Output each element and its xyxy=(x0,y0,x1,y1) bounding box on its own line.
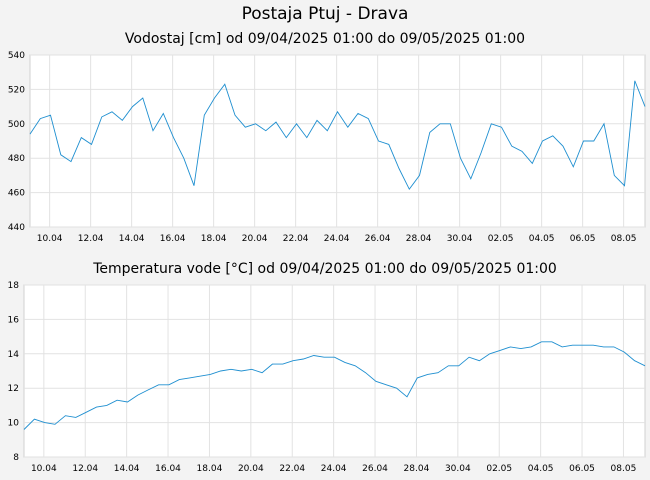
series-line xyxy=(23,341,646,430)
plot-area xyxy=(23,284,646,458)
x-tick-label: 26.04 xyxy=(365,234,391,244)
y-tick-label: 12 xyxy=(8,384,19,394)
x-tick-label: 10.04 xyxy=(37,234,63,244)
x-tick-label: 26.04 xyxy=(362,464,388,474)
page-title: Postaja Ptuj - Drava xyxy=(241,4,409,24)
x-tick-label: 30.04 xyxy=(445,464,471,474)
x-tick-label: 14.04 xyxy=(114,464,140,474)
x-tick-label: 18.04 xyxy=(197,464,223,474)
x-tick-label: 06.05 xyxy=(569,464,595,474)
x-tick-label: 08.05 xyxy=(611,464,637,474)
x-tick-label: 16.04 xyxy=(155,464,181,474)
y-tick-label: 500 xyxy=(8,120,25,130)
x-tick-label: 10.04 xyxy=(31,464,57,474)
x-tick-label: 06.05 xyxy=(570,234,596,244)
x-tick-label: 22.04 xyxy=(283,234,309,244)
x-tick-label: 28.04 xyxy=(406,234,432,244)
y-tick-label: 18 xyxy=(8,281,20,291)
series-line xyxy=(29,80,646,191)
y-tick-label: 10 xyxy=(8,419,20,429)
x-tick-label: 04.05 xyxy=(528,464,554,474)
x-tick-label: 20.04 xyxy=(242,234,268,244)
x-tick-label: 24.04 xyxy=(324,234,350,244)
x-tick-label: 16.04 xyxy=(160,234,186,244)
x-tick-label: 18.04 xyxy=(201,234,227,244)
x-tick-label: 02.05 xyxy=(488,234,514,244)
water-level-chart-title: Vodostaj [cm] od 09/04/2025 01:00 do 09/… xyxy=(124,31,526,47)
y-tick-label: 440 xyxy=(8,223,25,233)
x-tick-label: 08.05 xyxy=(611,234,637,244)
y-tick-label: 14 xyxy=(8,350,20,360)
x-tick-label: 20.04 xyxy=(238,464,264,474)
y-tick-label: 8 xyxy=(13,453,19,463)
plot-area xyxy=(29,54,646,228)
x-tick-label: 12.04 xyxy=(78,234,104,244)
x-tick-label: 04.05 xyxy=(529,234,555,244)
water-temperature-chart-title: Temperatura vode [°C] od 09/04/2025 01:0… xyxy=(93,261,557,277)
x-tick-label: 14.04 xyxy=(119,234,145,244)
y-tick-label: 520 xyxy=(8,85,25,95)
x-tick-label: 12.04 xyxy=(72,464,98,474)
x-tick-label: 02.05 xyxy=(486,464,512,474)
x-tick-label: 22.04 xyxy=(279,464,305,474)
y-tick-label: 460 xyxy=(8,189,25,199)
y-tick-label: 540 xyxy=(8,51,25,61)
y-tick-label: 16 xyxy=(8,315,20,325)
x-tick-label: 30.04 xyxy=(447,234,473,244)
y-tick-label: 480 xyxy=(8,154,25,164)
x-tick-label: 24.04 xyxy=(321,464,347,474)
x-tick-label: 28.04 xyxy=(404,464,430,474)
